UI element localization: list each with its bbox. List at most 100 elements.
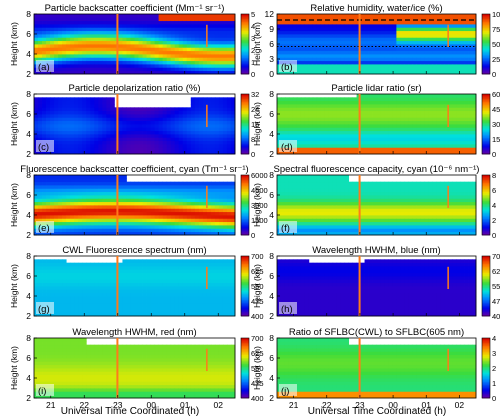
heatmap-cell xyxy=(416,27,421,32)
heatmap-cell xyxy=(296,134,302,138)
heatmap-cell xyxy=(368,147,373,152)
heatmap-cell xyxy=(142,144,147,148)
heatmap-cell xyxy=(230,60,236,65)
heatmap-cell xyxy=(38,215,43,219)
heatmap-cell xyxy=(82,185,87,189)
heatmap-cell xyxy=(62,40,67,45)
heatmap-cell xyxy=(392,100,397,105)
heatmap-cell xyxy=(444,50,449,55)
colorbar-swatch xyxy=(241,32,249,34)
heatmap-cell xyxy=(186,50,192,55)
heatmap-cell xyxy=(110,97,115,102)
heatmap-cell xyxy=(300,231,306,236)
heatmap-cell xyxy=(182,20,188,25)
heatmap-cell xyxy=(42,120,47,125)
heatmap-cell xyxy=(178,27,184,32)
heatmap-cell xyxy=(336,188,342,193)
heatmap-cell xyxy=(277,17,282,22)
heatmap-cell xyxy=(288,117,294,122)
heatmap-cell xyxy=(392,70,397,75)
heatmap-cell xyxy=(288,130,294,135)
heatmap-cell xyxy=(62,127,67,132)
heatmap-cell xyxy=(162,17,168,22)
heatmap-cell xyxy=(392,140,397,145)
heatmap-cell xyxy=(138,117,143,122)
heatmap-cell xyxy=(178,140,184,145)
colorbar-tick-label: 0 xyxy=(492,70,496,79)
heatmap-cell xyxy=(166,27,172,32)
heatmap-cell xyxy=(328,20,334,25)
heatmap-cell xyxy=(400,134,405,138)
heatmap-cell xyxy=(388,130,393,135)
heatmap-cell xyxy=(324,47,330,52)
heatmap-cell xyxy=(74,64,79,68)
heatmap-cell xyxy=(86,104,91,108)
heatmap-cell xyxy=(186,44,192,48)
heatmap-cell xyxy=(296,175,302,179)
heatmap-cell xyxy=(226,185,232,189)
heatmap-cell xyxy=(170,107,176,112)
heatmap-cell xyxy=(464,37,469,42)
heatmap-cell xyxy=(432,137,437,142)
heatmap-cell xyxy=(190,14,196,18)
heatmap-cell xyxy=(178,228,184,233)
heatmap-cell xyxy=(392,27,397,32)
heatmap-cell xyxy=(348,54,354,58)
heatmap-cell xyxy=(162,120,168,125)
heatmap-cell xyxy=(170,137,176,142)
heatmap-cell xyxy=(138,195,143,199)
heatmap-cell xyxy=(66,37,71,42)
heatmap-cell xyxy=(98,40,103,45)
heatmap-cell xyxy=(202,30,208,35)
heatmap-cell xyxy=(158,211,164,216)
heatmap-cell xyxy=(202,188,208,193)
heatmap-cell xyxy=(210,37,216,42)
heatmap-cell xyxy=(456,120,461,125)
heatmap-cell xyxy=(146,231,151,236)
heatmap-cell xyxy=(134,211,139,216)
heatmap-cell xyxy=(316,218,322,223)
heatmap-cell xyxy=(142,208,147,213)
heatmap-cell xyxy=(46,50,51,55)
heatmap-cell xyxy=(182,211,188,216)
heatmap-cell xyxy=(130,54,135,58)
heatmap-cell xyxy=(42,134,47,138)
heatmap-cell xyxy=(376,44,381,48)
heatmap-cell xyxy=(328,201,334,206)
heatmap-cell xyxy=(178,64,184,68)
heatmap-cell xyxy=(110,208,115,213)
heatmap-cell xyxy=(320,54,326,58)
heatmap-cell xyxy=(90,140,95,145)
heatmap-cell xyxy=(142,147,147,152)
heatmap-cell xyxy=(134,150,139,155)
heatmap-cell xyxy=(380,124,385,128)
heatmap-cell xyxy=(166,47,172,52)
heatmap-cell xyxy=(70,17,75,22)
heatmap-cell xyxy=(62,47,67,52)
heatmap-cell xyxy=(70,110,75,115)
heatmap-cell xyxy=(436,110,441,115)
heatmap-cell xyxy=(340,218,346,223)
heatmap-cell xyxy=(66,67,71,72)
heatmap-cell xyxy=(90,201,95,206)
heatmap-cell xyxy=(66,97,71,102)
heatmap-cell xyxy=(222,47,228,52)
heatmap-cell xyxy=(384,107,389,112)
colorbar-swatch xyxy=(241,125,249,128)
heatmap-cell xyxy=(392,57,397,62)
colorbar-swatch xyxy=(241,205,249,207)
heatmap-cell xyxy=(186,130,192,135)
heatmap-cell xyxy=(440,124,445,128)
heatmap-cell xyxy=(468,20,473,25)
heatmap-cell xyxy=(214,124,220,128)
heatmap-cell xyxy=(440,50,445,55)
heatmap-cell xyxy=(174,60,180,65)
heatmap-cell xyxy=(186,110,192,115)
heatmap-cell xyxy=(412,57,417,62)
heatmap-cell xyxy=(336,114,342,118)
heatmap-cell xyxy=(106,20,111,25)
heatmap-cell xyxy=(102,57,107,62)
heatmap-cell xyxy=(452,24,457,28)
heatmap-cell xyxy=(320,221,326,226)
heatmap-cell xyxy=(54,208,59,213)
